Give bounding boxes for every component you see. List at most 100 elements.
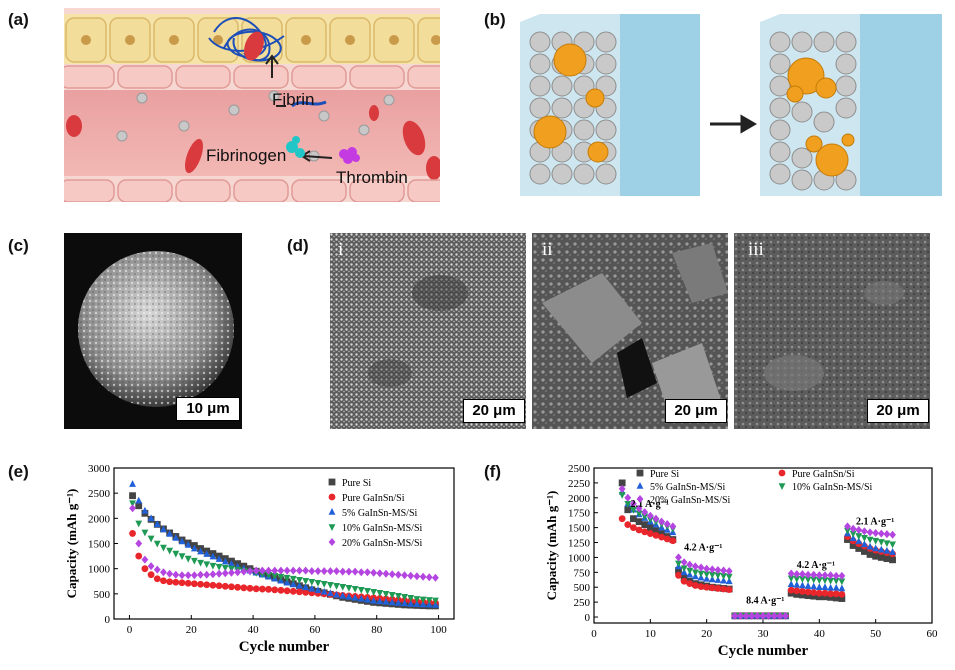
data-point xyxy=(234,583,242,591)
data-point xyxy=(129,480,136,487)
data-point xyxy=(370,589,378,596)
data-point xyxy=(641,528,649,536)
data-point xyxy=(725,577,733,585)
data-point xyxy=(221,564,229,572)
data-point xyxy=(357,587,365,594)
data-point xyxy=(302,588,310,596)
fibrin-label: Fibrin xyxy=(272,90,315,109)
data-point xyxy=(861,540,868,548)
data-point xyxy=(178,553,186,561)
data-point xyxy=(147,571,155,579)
series-4 xyxy=(129,504,439,582)
data-point xyxy=(692,569,699,577)
data-point xyxy=(401,571,408,580)
data-point xyxy=(708,584,716,592)
data-point xyxy=(753,611,761,620)
data-point xyxy=(692,582,699,589)
data-point xyxy=(804,582,812,589)
data-point xyxy=(240,567,248,576)
data-point xyxy=(714,565,722,574)
data-point xyxy=(714,585,722,592)
legend-marker xyxy=(636,495,644,503)
data-point xyxy=(209,581,217,589)
y-tick-label: 1000 xyxy=(88,564,111,576)
data-point xyxy=(221,569,229,578)
data-point xyxy=(832,594,840,602)
data-point xyxy=(720,585,727,593)
data-point xyxy=(376,590,384,597)
data-point xyxy=(339,567,347,576)
data-point xyxy=(228,568,235,577)
data-point xyxy=(759,611,767,620)
data-point xyxy=(178,579,186,587)
rate-annotation: 4.2 A·g⁻¹ xyxy=(797,560,835,571)
data-point xyxy=(804,588,812,596)
data-point xyxy=(849,542,857,549)
data-point xyxy=(872,528,880,537)
y-tick-label: 2500 xyxy=(568,463,591,475)
data-point xyxy=(658,517,665,526)
scale-bar-d-ii: 20 μm xyxy=(665,399,727,423)
data-point xyxy=(686,567,694,575)
data-point xyxy=(646,516,654,524)
data-point xyxy=(413,596,421,603)
x-tick-label: 60 xyxy=(309,624,321,636)
data-point xyxy=(234,568,242,577)
scale-bar-d-iii: 20 μm xyxy=(867,399,929,423)
data-point xyxy=(782,611,789,620)
blood-vessel-illustration: Fibrin Fibrinogen Thrombin xyxy=(59,8,463,203)
data-point xyxy=(308,584,316,592)
data-point xyxy=(419,600,427,608)
data-point xyxy=(697,583,705,591)
data-point xyxy=(821,571,829,580)
si-particles-right xyxy=(769,31,857,191)
legend-marker xyxy=(328,508,336,515)
data-point xyxy=(725,573,733,581)
legend-label: Pure GaInSn/Si xyxy=(792,469,855,480)
data-point xyxy=(861,527,868,536)
data-point xyxy=(283,578,291,586)
data-point xyxy=(889,541,896,549)
data-point xyxy=(692,562,699,571)
data-point xyxy=(129,530,136,537)
data-point xyxy=(172,570,180,579)
data-point xyxy=(215,582,223,590)
data-point xyxy=(345,567,353,576)
data-point xyxy=(815,583,823,591)
data-point xyxy=(289,575,297,583)
data-point xyxy=(184,555,192,563)
data-point xyxy=(827,583,834,591)
data-point xyxy=(793,576,801,583)
data-point xyxy=(787,569,795,578)
data-point xyxy=(703,583,711,591)
sem-image-microsphere: 10 μm xyxy=(64,233,242,429)
data-point xyxy=(844,527,851,535)
data-point xyxy=(129,492,136,500)
data-point xyxy=(432,597,439,605)
data-point xyxy=(147,514,155,522)
y-tick-label: 2500 xyxy=(88,488,111,500)
data-point xyxy=(153,520,161,528)
data-point xyxy=(731,611,739,620)
legend-label: 10% GaInSn-MS/Si xyxy=(792,482,873,493)
legend-marker xyxy=(778,469,786,477)
x-tick-label: 60 xyxy=(927,628,939,640)
data-point xyxy=(172,533,180,541)
data-point xyxy=(703,571,711,579)
legend-item: 10% GaInSn-MS/Si xyxy=(778,482,873,493)
y-tick-label: 500 xyxy=(574,582,591,594)
data-point xyxy=(376,597,384,605)
legend-item: Pure GaInSn/Si xyxy=(328,493,405,504)
x-tick-label: 100 xyxy=(430,624,447,636)
data-point xyxy=(703,574,711,582)
data-point xyxy=(872,537,880,545)
data-point xyxy=(364,595,371,603)
x-tick-label: 20 xyxy=(186,624,198,636)
data-point xyxy=(339,583,347,591)
x-tick-label: 50 xyxy=(870,628,882,640)
data-point xyxy=(339,591,347,599)
data-point xyxy=(413,572,421,581)
data-point xyxy=(838,584,846,592)
data-point xyxy=(135,502,143,510)
data-point xyxy=(838,590,846,598)
